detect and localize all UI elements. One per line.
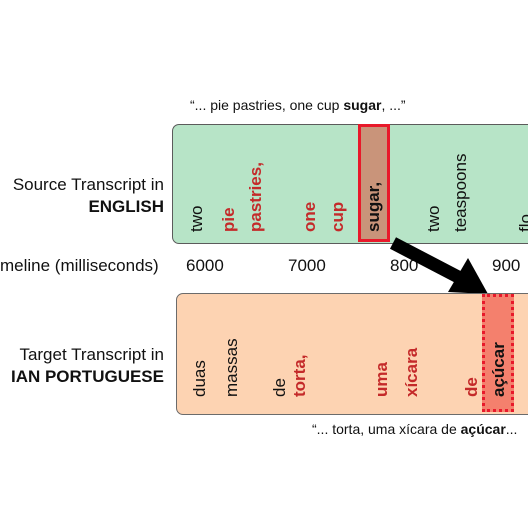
target-word: uma	[372, 362, 391, 397]
target-word: duas	[190, 360, 209, 397]
timeline-tick: 800	[390, 256, 419, 275]
target-word-highlighted: açúcar	[489, 342, 508, 397]
timeline-tick: 900	[492, 256, 521, 275]
target-quote: “... torta, uma xícara de açúcar...	[312, 421, 518, 437]
arrow-head	[448, 258, 488, 294]
target-word: torta,	[290, 354, 309, 398]
source-label: Source Transcript in ENGLISH	[13, 174, 164, 218]
target-word: de	[462, 377, 481, 397]
source-transcript-box	[172, 124, 528, 244]
target-highlight-box	[482, 294, 514, 412]
source-label-language: ENGLISH	[88, 197, 164, 216]
target-label: Target Transcript in IAN PORTUGUESE	[11, 344, 164, 388]
target-word: xícara	[402, 347, 421, 397]
timeline-tick: 7000	[288, 256, 326, 275]
timeline-label: meline (milliseconds)	[0, 256, 159, 275]
timeline-tick: 6000	[186, 256, 224, 275]
target-transcript-box	[176, 293, 528, 415]
source-label-line1: Source Transcript in	[12, 175, 164, 194]
arrow-shaft	[389, 237, 466, 285]
target-label-language: IAN PORTUGUESE	[10, 367, 164, 386]
target-word: massas	[222, 338, 241, 397]
target-word: de	[270, 378, 289, 397]
source-highlight-box	[358, 124, 390, 242]
target-label-line1: Target Transcript in	[19, 345, 164, 364]
source-quote: “... pie pastries, one cup sugar, ...”	[190, 97, 406, 113]
